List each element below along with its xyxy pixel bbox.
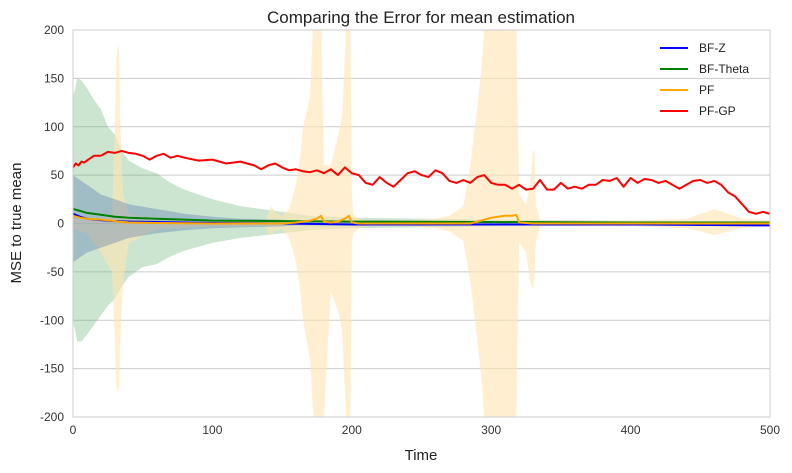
y-tick-label: 100	[44, 120, 64, 134]
y-tick-label: -200	[40, 410, 64, 424]
band-bf-theta	[73, 78, 770, 342]
x-tick-label: 200	[342, 423, 362, 437]
x-ticks: 0 100 200 300 400 500	[70, 423, 781, 437]
line-bf-theta	[72, 208, 770, 224]
x-tick-label: 0	[70, 423, 77, 437]
y-ticks: -200 -150 -100 -50 0 50 100 150 200	[40, 23, 64, 424]
y-tick-label: 50	[51, 168, 65, 182]
x-axis-label: Time	[405, 447, 438, 464]
y-tick-label: -100	[40, 313, 64, 327]
y-tick-label: 0	[57, 217, 64, 231]
y-axis-label: MSE to true mean	[8, 163, 25, 284]
legend-label: PF-GP	[699, 104, 736, 118]
chart-title: Comparing the Error for mean estimation	[267, 8, 575, 27]
legend-label: BF-Theta	[699, 62, 749, 76]
legend: BF-Z BF-Theta PF PF-GP	[660, 41, 749, 118]
y-tick-label: 200	[44, 23, 64, 37]
line-pf-gp	[72, 149, 771, 215]
line-pf	[72, 213, 770, 225]
legend-label: PF	[699, 83, 714, 97]
series-lines	[72, 149, 771, 227]
x-tick-label: 100	[202, 423, 222, 437]
x-tick-label: 300	[481, 423, 501, 437]
x-tick-label: 500	[760, 423, 780, 437]
y-tick-label: -150	[40, 362, 64, 376]
x-tick-label: 400	[621, 423, 641, 437]
legend-label: BF-Z	[699, 41, 726, 55]
plot-frame	[72, 29, 771, 418]
y-tick-label: -50	[47, 265, 65, 279]
y-tick-label: 150	[44, 71, 64, 85]
band-bf-z	[73, 175, 770, 263]
